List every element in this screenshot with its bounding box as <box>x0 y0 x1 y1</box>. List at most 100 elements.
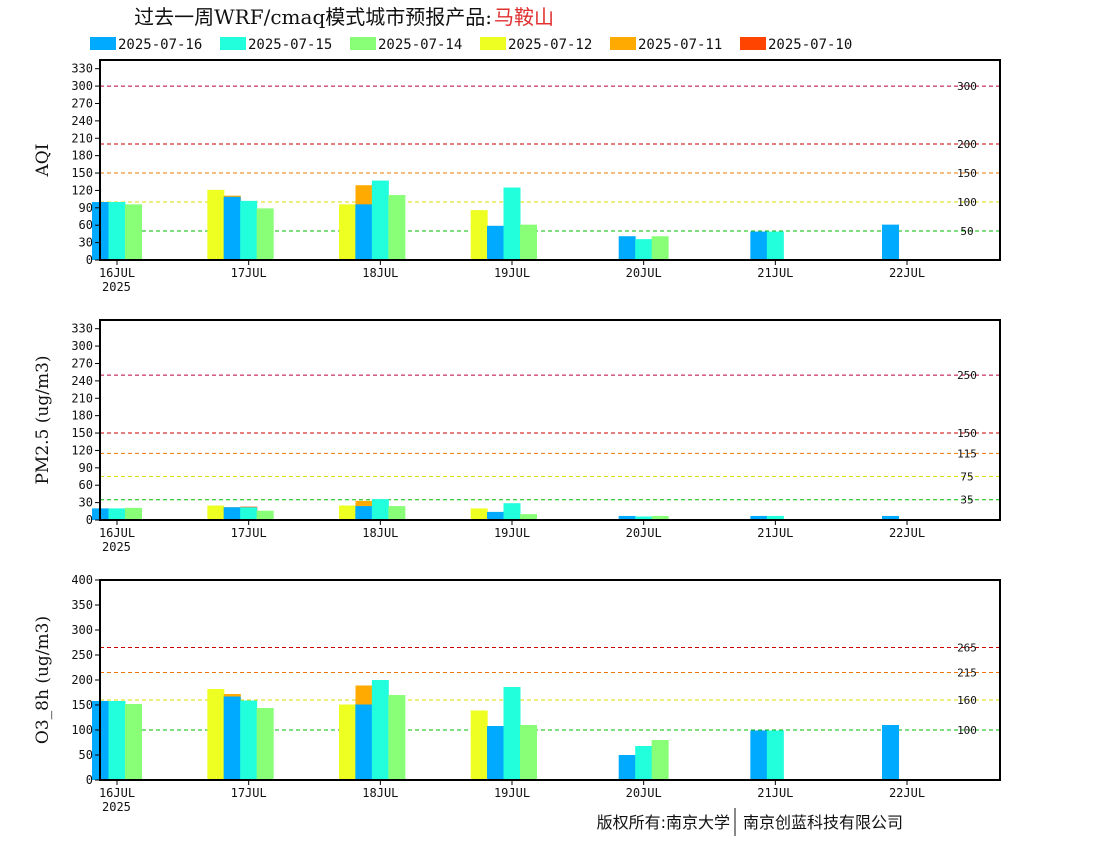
data-bar <box>108 701 126 780</box>
data-bar <box>470 210 488 260</box>
y-tick-label: 300 <box>71 339 93 353</box>
y-tick-label: 210 <box>71 391 93 405</box>
y-tick-label: 60 <box>79 218 93 232</box>
y-axis-label: AQI <box>33 144 53 178</box>
data-bar <box>520 224 538 260</box>
city-name: 马鞍山 <box>494 5 554 29</box>
data-bar <box>487 225 505 260</box>
chart-panel: 250 150 115 75 35 0 30 60 90 120 150 180 210 240 270 30… <box>33 319 1001 554</box>
x-tick-label: 19JUL <box>494 786 530 800</box>
data-bar <box>256 510 274 520</box>
data-bar <box>388 195 406 260</box>
data-bar <box>223 507 241 520</box>
x-tick-label: 22JUL <box>889 266 925 280</box>
y-axis-label: PM2.5 (ug/m3) <box>33 355 53 484</box>
data-bar <box>240 700 258 780</box>
data-bar <box>882 725 900 780</box>
y-tick-label: 30 <box>79 496 93 510</box>
x-tick-label: 19JUL <box>494 526 530 540</box>
data-bar <box>503 687 521 780</box>
data-bar <box>355 704 373 780</box>
threshold-label: 150 <box>957 167 977 180</box>
y-tick-label: 150 <box>71 426 93 440</box>
legend-label: 2025-07-14 <box>378 37 462 53</box>
data-bar <box>223 196 241 260</box>
data-bar <box>520 514 538 520</box>
y-tick-label: 120 <box>71 183 93 197</box>
threshold-label: 160 <box>957 694 977 707</box>
legend: 2025-07-16 2025-07-15 2025-07-14 2025-07-12… <box>90 37 852 53</box>
data-bar <box>223 696 241 780</box>
chart-panel: 265 215 160 100 0 50 100 150 200 250 300 350 400 16JU… <box>33 573 1001 814</box>
data-bar <box>125 507 142 520</box>
x-tick-label: 20JUL <box>626 786 662 800</box>
data-bar <box>108 508 126 520</box>
x-tick-label: 22JUL <box>889 786 925 800</box>
x-tick-label: 19JUL <box>494 266 530 280</box>
x-year-label: 2025 <box>102 540 131 554</box>
plot-frame <box>99 319 1001 521</box>
threshold-label: 115 <box>957 447 977 460</box>
copyright-footer: 版权所有:南京大学 南京创蓝科技有限公司 <box>597 808 903 836</box>
y-tick-label: 240 <box>71 114 93 128</box>
y-tick-label: 350 <box>71 598 93 612</box>
copyright-right: 南京创蓝科技有限公司 <box>743 813 903 832</box>
y-tick-label: 270 <box>71 356 93 370</box>
data-bar <box>766 231 784 260</box>
data-bar <box>388 695 406 780</box>
y-tick-label: 240 <box>71 374 93 388</box>
y-tick-label: 30 <box>79 236 93 250</box>
y-tick-label: 150 <box>71 698 93 712</box>
y-tick-label: 330 <box>71 322 93 336</box>
data-bar <box>487 726 505 780</box>
data-bar <box>240 507 258 520</box>
x-tick-label: 17JUL <box>231 526 267 540</box>
data-bar <box>750 515 768 520</box>
copyright-left: 版权所有:南京大学 <box>597 813 730 832</box>
data-bar <box>651 740 669 780</box>
data-bar <box>651 236 669 260</box>
x-tick-label: 18JUL <box>362 786 398 800</box>
data-bar <box>339 204 357 260</box>
data-bar <box>618 236 636 260</box>
data-bar <box>125 204 142 260</box>
data-bar <box>256 208 274 260</box>
data-bar <box>355 204 373 260</box>
threshold-label: 250 <box>957 369 977 382</box>
data-bar <box>635 516 653 520</box>
data-bar <box>339 704 357 780</box>
data-bar <box>470 710 488 780</box>
threshold-label: 35 <box>960 494 973 507</box>
data-bar <box>371 499 389 520</box>
data-bar <box>125 704 142 780</box>
data-bar <box>256 708 274 780</box>
data-bar <box>207 689 225 780</box>
y-tick-label: 180 <box>71 149 93 163</box>
legend-label: 2025-07-12 <box>508 37 592 53</box>
y-tick-label: 300 <box>71 623 93 637</box>
x-tick-label: 16JUL <box>99 786 135 800</box>
x-tick-label: 21JUL <box>757 786 793 800</box>
y-tick-label: 0 <box>86 253 93 267</box>
legend-label: 2025-07-16 <box>118 37 202 53</box>
data-bar <box>371 180 389 260</box>
threshold-label: 300 <box>957 80 977 93</box>
y-tick-label: 120 <box>71 443 93 457</box>
x-year-label: 2025 <box>102 800 131 814</box>
data-bar <box>388 506 406 520</box>
data-bar <box>651 515 669 520</box>
x-tick-label: 20JUL <box>626 526 662 540</box>
data-bar <box>503 503 521 520</box>
legend-swatch <box>740 37 766 50</box>
y-axis-label: O3_8h (ug/m3) <box>33 616 53 744</box>
data-bar <box>207 189 225 260</box>
data-bar <box>355 506 373 520</box>
threshold-label: 265 <box>957 642 977 655</box>
y-tick-label: 100 <box>71 723 93 737</box>
data-bar <box>339 505 357 520</box>
y-tick-label: 200 <box>71 673 93 687</box>
threshold-label: 100 <box>957 724 977 737</box>
legend-label: 2025-07-10 <box>768 37 852 53</box>
x-tick-label: 21JUL <box>757 266 793 280</box>
y-tick-label: 270 <box>71 96 93 110</box>
